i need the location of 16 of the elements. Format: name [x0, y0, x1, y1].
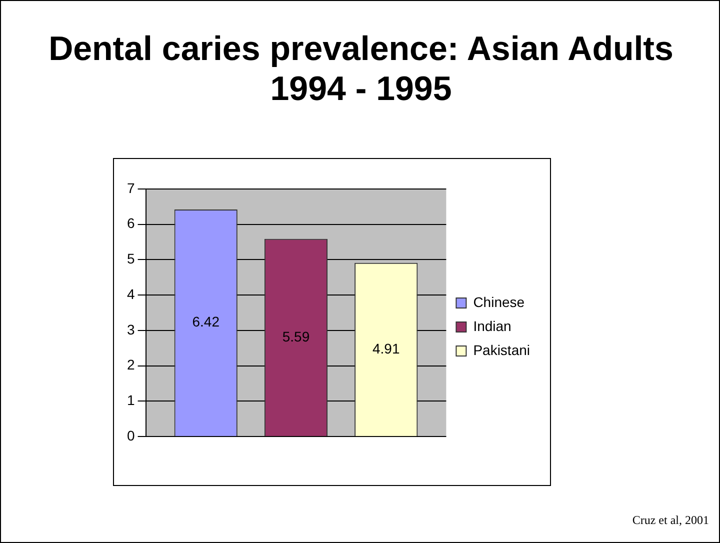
text: Cruz et al, 2001	[632, 513, 709, 528]
y-tick-label: 0	[126, 427, 135, 444]
data-label: 4.91	[372, 340, 400, 356]
legend-label: Chinese	[473, 294, 525, 310]
y-tick-label: 5	[126, 250, 135, 267]
data-label: 6.42	[192, 314, 220, 330]
chart-title: Dental caries prevalence: Asian Adults 1994 - 1995	[48, 29, 674, 109]
legend-label: Pakistani	[473, 342, 530, 358]
legend-label: Indian	[473, 318, 512, 334]
data-label: 5.59	[282, 328, 310, 344]
y-tick-label: 2	[126, 356, 135, 373]
y-tick-label: 3	[126, 321, 135, 338]
y-tick-label: 6	[126, 215, 135, 232]
y-tick-label: 7	[126, 180, 135, 196]
y-tick-label: 1	[126, 392, 135, 408]
y-tick-label: 4	[126, 286, 135, 302]
